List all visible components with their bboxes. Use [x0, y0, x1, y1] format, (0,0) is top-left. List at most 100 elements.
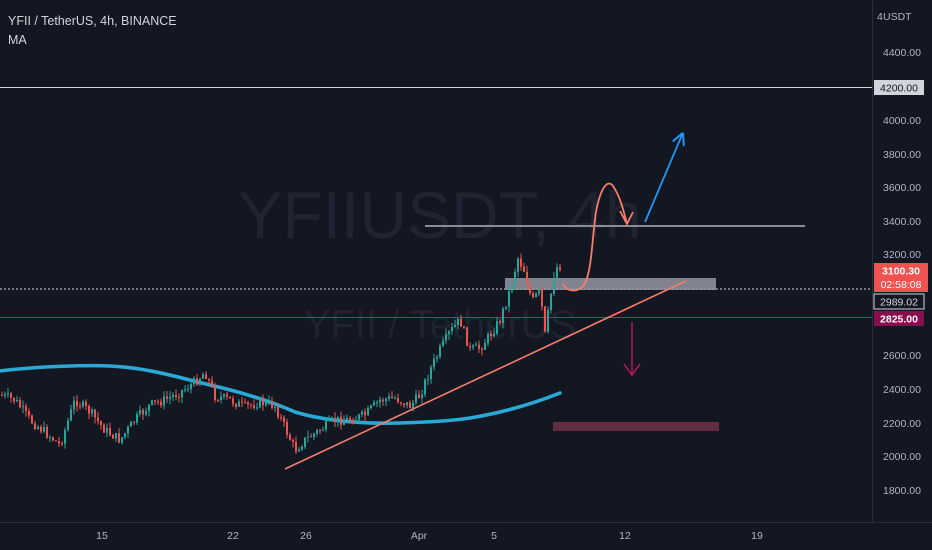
candle[interactable]: [100, 420, 102, 430]
candle[interactable]: [439, 343, 441, 360]
candle[interactable]: [469, 342, 471, 351]
candle[interactable]: [280, 413, 282, 421]
candle[interactable]: [115, 433, 117, 442]
candle[interactable]: [475, 341, 477, 346]
candle[interactable]: [532, 290, 534, 299]
candle[interactable]: [79, 402, 81, 410]
candle[interactable]: [121, 436, 123, 445]
candle[interactable]: [277, 403, 279, 420]
price-axis[interactable]: 4400.00 4000.00 3800.00 3600.00 3400.00 3200.…: [883, 47, 921, 497]
candle[interactable]: [214, 382, 216, 403]
candle[interactable]: [328, 415, 330, 422]
candle[interactable]: [229, 396, 231, 399]
candle[interactable]: [544, 305, 546, 333]
candle[interactable]: [193, 375, 195, 387]
candle[interactable]: [52, 436, 54, 442]
candle[interactable]: [241, 397, 243, 407]
candle[interactable]: [268, 395, 270, 406]
candle[interactable]: [313, 432, 315, 441]
candle[interactable]: [157, 399, 159, 405]
candle[interactable]: [151, 399, 153, 406]
candle[interactable]: [250, 403, 252, 409]
candle[interactable]: [223, 393, 225, 400]
candle[interactable]: [37, 424, 39, 430]
candle[interactable]: [253, 399, 255, 411]
candle[interactable]: [376, 400, 378, 408]
candle[interactable]: [487, 331, 489, 347]
candle[interactable]: [514, 268, 516, 290]
candle[interactable]: [430, 364, 432, 384]
candle[interactable]: [259, 396, 261, 409]
candle[interactable]: [88, 404, 90, 420]
candle[interactable]: [520, 253, 522, 271]
candle[interactable]: [163, 391, 165, 410]
candle[interactable]: [64, 427, 66, 449]
candle[interactable]: [478, 340, 480, 353]
candle[interactable]: [283, 415, 285, 427]
candle[interactable]: [184, 385, 186, 393]
candle[interactable]: [199, 377, 201, 387]
candle[interactable]: [505, 306, 507, 311]
candle[interactable]: [418, 389, 420, 399]
candle[interactable]: [481, 347, 483, 356]
candle[interactable]: [40, 424, 42, 434]
candle[interactable]: [385, 397, 387, 407]
candle[interactable]: [46, 424, 48, 439]
candle[interactable]: [136, 411, 138, 426]
legend-symbol[interactable]: YFII / TetherUS, 4h, BINANCE: [8, 14, 177, 28]
candle[interactable]: [205, 371, 207, 380]
candle[interactable]: [265, 399, 267, 407]
candle[interactable]: [256, 402, 258, 411]
candle[interactable]: [274, 406, 276, 413]
candle[interactable]: [370, 404, 372, 410]
candle[interactable]: [403, 403, 405, 408]
breakout-arrow[interactable]: [644, 135, 682, 223]
candle[interactable]: [211, 376, 213, 388]
candle[interactable]: [262, 394, 264, 411]
candle[interactable]: [148, 404, 150, 417]
candlesticks-group[interactable]: [1, 253, 561, 455]
candle[interactable]: [106, 423, 108, 437]
candle[interactable]: [292, 437, 294, 448]
candle[interactable]: [337, 416, 339, 427]
candle[interactable]: [16, 395, 18, 403]
candle[interactable]: [517, 256, 519, 277]
candle[interactable]: [529, 280, 531, 296]
candle[interactable]: [364, 408, 366, 421]
candle[interactable]: [421, 389, 423, 404]
candle[interactable]: [49, 434, 51, 443]
candle[interactable]: [67, 417, 69, 432]
candle[interactable]: [424, 377, 426, 397]
candle[interactable]: [307, 430, 309, 443]
candle[interactable]: [295, 436, 297, 455]
candle[interactable]: [331, 416, 333, 422]
candle[interactable]: [31, 413, 33, 425]
candle[interactable]: [187, 384, 189, 393]
candle[interactable]: [289, 432, 291, 441]
candle[interactable]: [58, 436, 60, 448]
candle[interactable]: [232, 395, 234, 408]
candle[interactable]: [445, 328, 447, 345]
candle[interactable]: [358, 413, 360, 422]
candle[interactable]: [427, 374, 429, 385]
candle[interactable]: [361, 410, 363, 418]
candle[interactable]: [388, 392, 390, 402]
candle[interactable]: [22, 400, 24, 414]
candle[interactable]: [541, 287, 543, 311]
candle[interactable]: [499, 319, 501, 326]
candle[interactable]: [463, 325, 465, 329]
candle[interactable]: [367, 405, 369, 416]
candle[interactable]: [553, 272, 555, 297]
candle[interactable]: [436, 354, 438, 363]
candle[interactable]: [538, 286, 540, 297]
candle[interactable]: [13, 397, 15, 405]
candle[interactable]: [7, 388, 9, 398]
candle[interactable]: [322, 426, 324, 432]
candle[interactable]: [142, 408, 144, 420]
candle[interactable]: [472, 344, 474, 351]
candle[interactable]: [451, 322, 453, 336]
candle[interactable]: [502, 306, 504, 329]
support-zone-box[interactable]: [505, 278, 716, 290]
